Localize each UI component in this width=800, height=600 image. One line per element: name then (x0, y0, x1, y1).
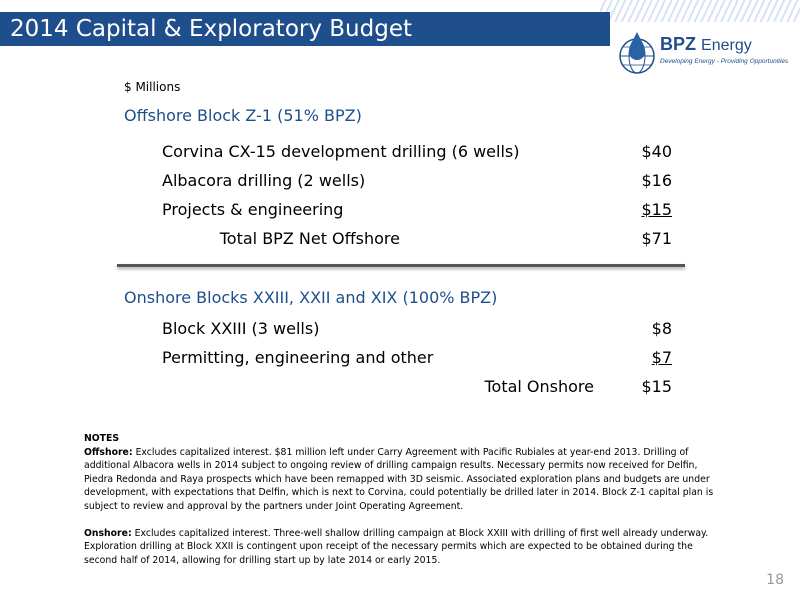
onshore-total-label: Total Onshore (484, 377, 594, 396)
row-amount: $16 (641, 171, 672, 190)
oil-drop-globe-icon (619, 32, 655, 74)
row-label: Corvina CX-15 development drilling (6 we… (162, 142, 520, 161)
logo-name-main: BPZ (660, 34, 696, 54)
offshore-note-label: Offshore: (84, 446, 133, 458)
logo-tagline: Developing Energy - Providing Opportunit… (660, 58, 789, 65)
row-label: Projects & engineering (162, 200, 344, 219)
units-label: $ Millions (124, 80, 181, 94)
row-amount: $8 (651, 319, 672, 338)
section-divider (117, 264, 685, 267)
onshore-note-label: Onshore: (84, 527, 132, 539)
slide-title: 2014 Capital & Exploratory Budget (10, 16, 412, 42)
notes-block: NOTES Offshore: Excludes capitalized int… (84, 432, 714, 567)
onshore-note-text: Excludes capitalized interest. Three-wel… (84, 527, 709, 566)
offshore-note: Offshore: Excludes capitalized interest.… (84, 446, 714, 514)
row-label: Albacora drilling (2 wells) (162, 171, 366, 190)
page-number: 18 (766, 572, 784, 588)
offshore-note-text: Excludes capitalized interest. $81 milli… (84, 446, 714, 512)
logo-name-suffix: Energy (701, 37, 752, 54)
row-amount: $15 (641, 200, 672, 219)
notes-heading: NOTES (84, 433, 120, 444)
title-bar: 2014 Capital & Exploratory Budget (0, 12, 610, 46)
row-label: Permitting, engineering and other (162, 348, 434, 367)
onshore-total-amount: $15 (641, 377, 672, 396)
row-label: Block XXIII (3 wells) (162, 319, 320, 338)
decorative-stripes (600, 0, 800, 22)
offshore-total-amount: $71 (641, 229, 672, 248)
onshore-note: Onshore: Excludes capitalized interest. … (84, 527, 714, 568)
row-amount: $7 (651, 348, 672, 367)
offshore-total-label: Total BPZ Net Offshore (219, 229, 400, 248)
company-logo: BPZ Energy Developing Energy - Providing… (618, 30, 788, 78)
logo-name: BPZ Energy (660, 34, 752, 55)
row-amount: $40 (641, 142, 672, 161)
offshore-heading: Offshore Block Z-1 (51% BPZ) (124, 106, 362, 125)
onshore-heading: Onshore Blocks XXIII, XXII and XIX (100%… (124, 288, 498, 307)
